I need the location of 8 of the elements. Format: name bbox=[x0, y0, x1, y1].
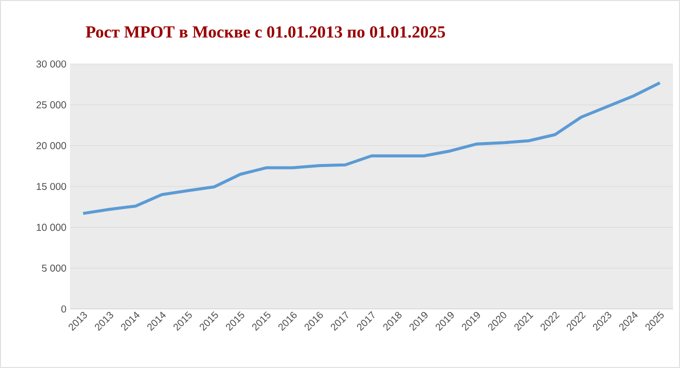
y-tick-label: 5 000 bbox=[42, 264, 66, 272]
y-tick-label: 20 000 bbox=[36, 142, 66, 150]
y-tick-label: 10 000 bbox=[36, 224, 66, 231]
y-tick-label: 0 bbox=[61, 305, 66, 313]
y-tick-label: 25 000 bbox=[36, 101, 66, 108]
chart-title: Рост МРОТ в Москве с 01.01.2013 по 01.01.2025 bbox=[86, 26, 445, 38]
y-tick-label: 15 000 bbox=[36, 182, 66, 190]
y-tick-label: 30 000 bbox=[36, 60, 66, 68]
